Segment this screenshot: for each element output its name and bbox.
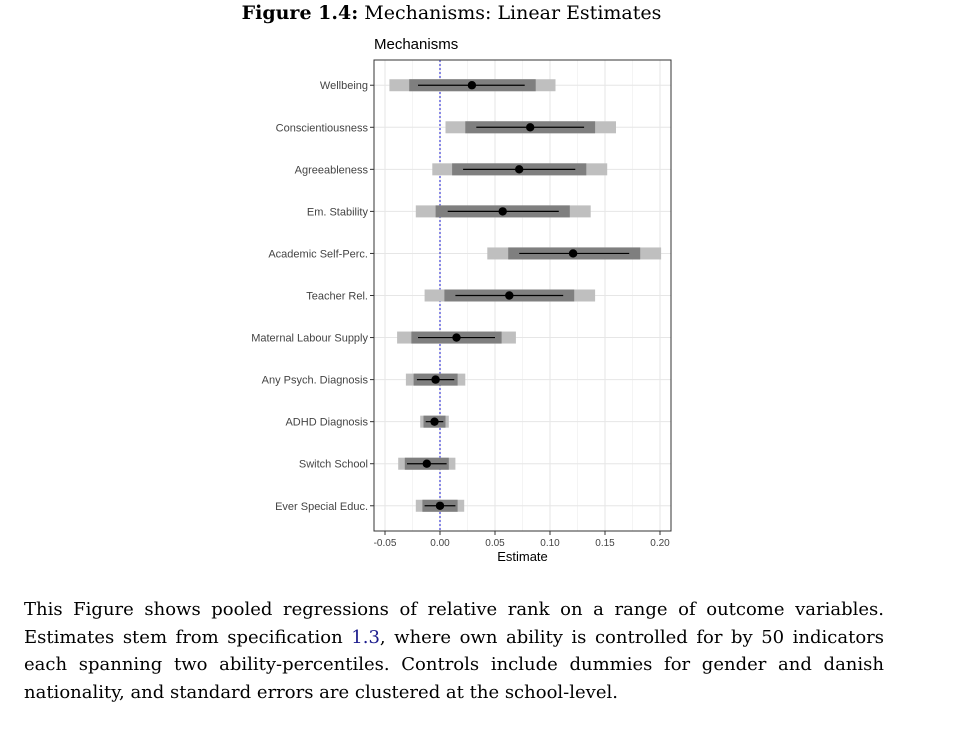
estimate-point (568, 249, 578, 258)
figure-title-text: Mechanisms: Linear Estimates (364, 2, 662, 24)
estimate-point (430, 417, 439, 426)
caption-text-start: This Figure shows pooled regressions of … (24, 599, 884, 648)
y-tick-label: Academic Self-Perc. (268, 248, 368, 260)
estimate-point (467, 81, 477, 90)
estimate-point (526, 123, 535, 132)
estimate-point (452, 333, 461, 342)
x-tick-label: 0.20 (650, 538, 670, 549)
x-tick-label: 0.10 (540, 538, 560, 549)
y-tick-label: Em. Stability (307, 206, 369, 218)
y-tick-label: Any Psych. Diagnosis (262, 375, 369, 387)
figure-number: Figure 1.4: (241, 2, 359, 24)
x-tick-label: 0.05 (485, 538, 505, 549)
estimate-point (431, 375, 440, 384)
x-tick-label: 0.00 (430, 538, 450, 549)
caption-text-end: , where own ability is controlled for by… (24, 626, 884, 703)
x-tick-label: 0.15 (595, 538, 615, 549)
y-tick-label: Teacher Rel. (306, 291, 368, 303)
figure-caption: This Figure shows pooled regressions of … (24, 596, 884, 706)
estimate-point (435, 501, 445, 510)
x-axis-title: Estimate (497, 549, 548, 564)
mechanisms-chart: Mechanisms Wellbeing Conscientiousness Agr… (251, 36, 672, 564)
caption-spec-ref[interactable]: 1.3 (351, 626, 380, 648)
estimate-point (505, 291, 514, 300)
y-tick-label: Wellbeing (320, 80, 368, 92)
estimate-point (422, 459, 431, 468)
y-tick-label: Maternal Labour Supply (251, 333, 368, 345)
x-tick-label: -0.05 (374, 538, 397, 549)
estimate-point (498, 207, 507, 216)
y-tick-label: ADHD Diagnosis (285, 417, 368, 429)
estimate-point (515, 165, 524, 174)
y-tick-label: Conscientiousness (276, 122, 369, 134)
figure-title: Figure 1.4: Mechanisms: Linear Estimates (0, 2, 903, 24)
y-tick-label: Ever Special Educ. (275, 501, 368, 513)
y-tick-label: Agreeableness (295, 164, 369, 176)
axis-layer: Wellbeing Conscientiousness Agreeableness E… (251, 80, 670, 549)
marks-layer (389, 79, 662, 512)
plot-title: Mechanisms (374, 36, 458, 53)
y-tick-label: Switch School (299, 459, 368, 471)
